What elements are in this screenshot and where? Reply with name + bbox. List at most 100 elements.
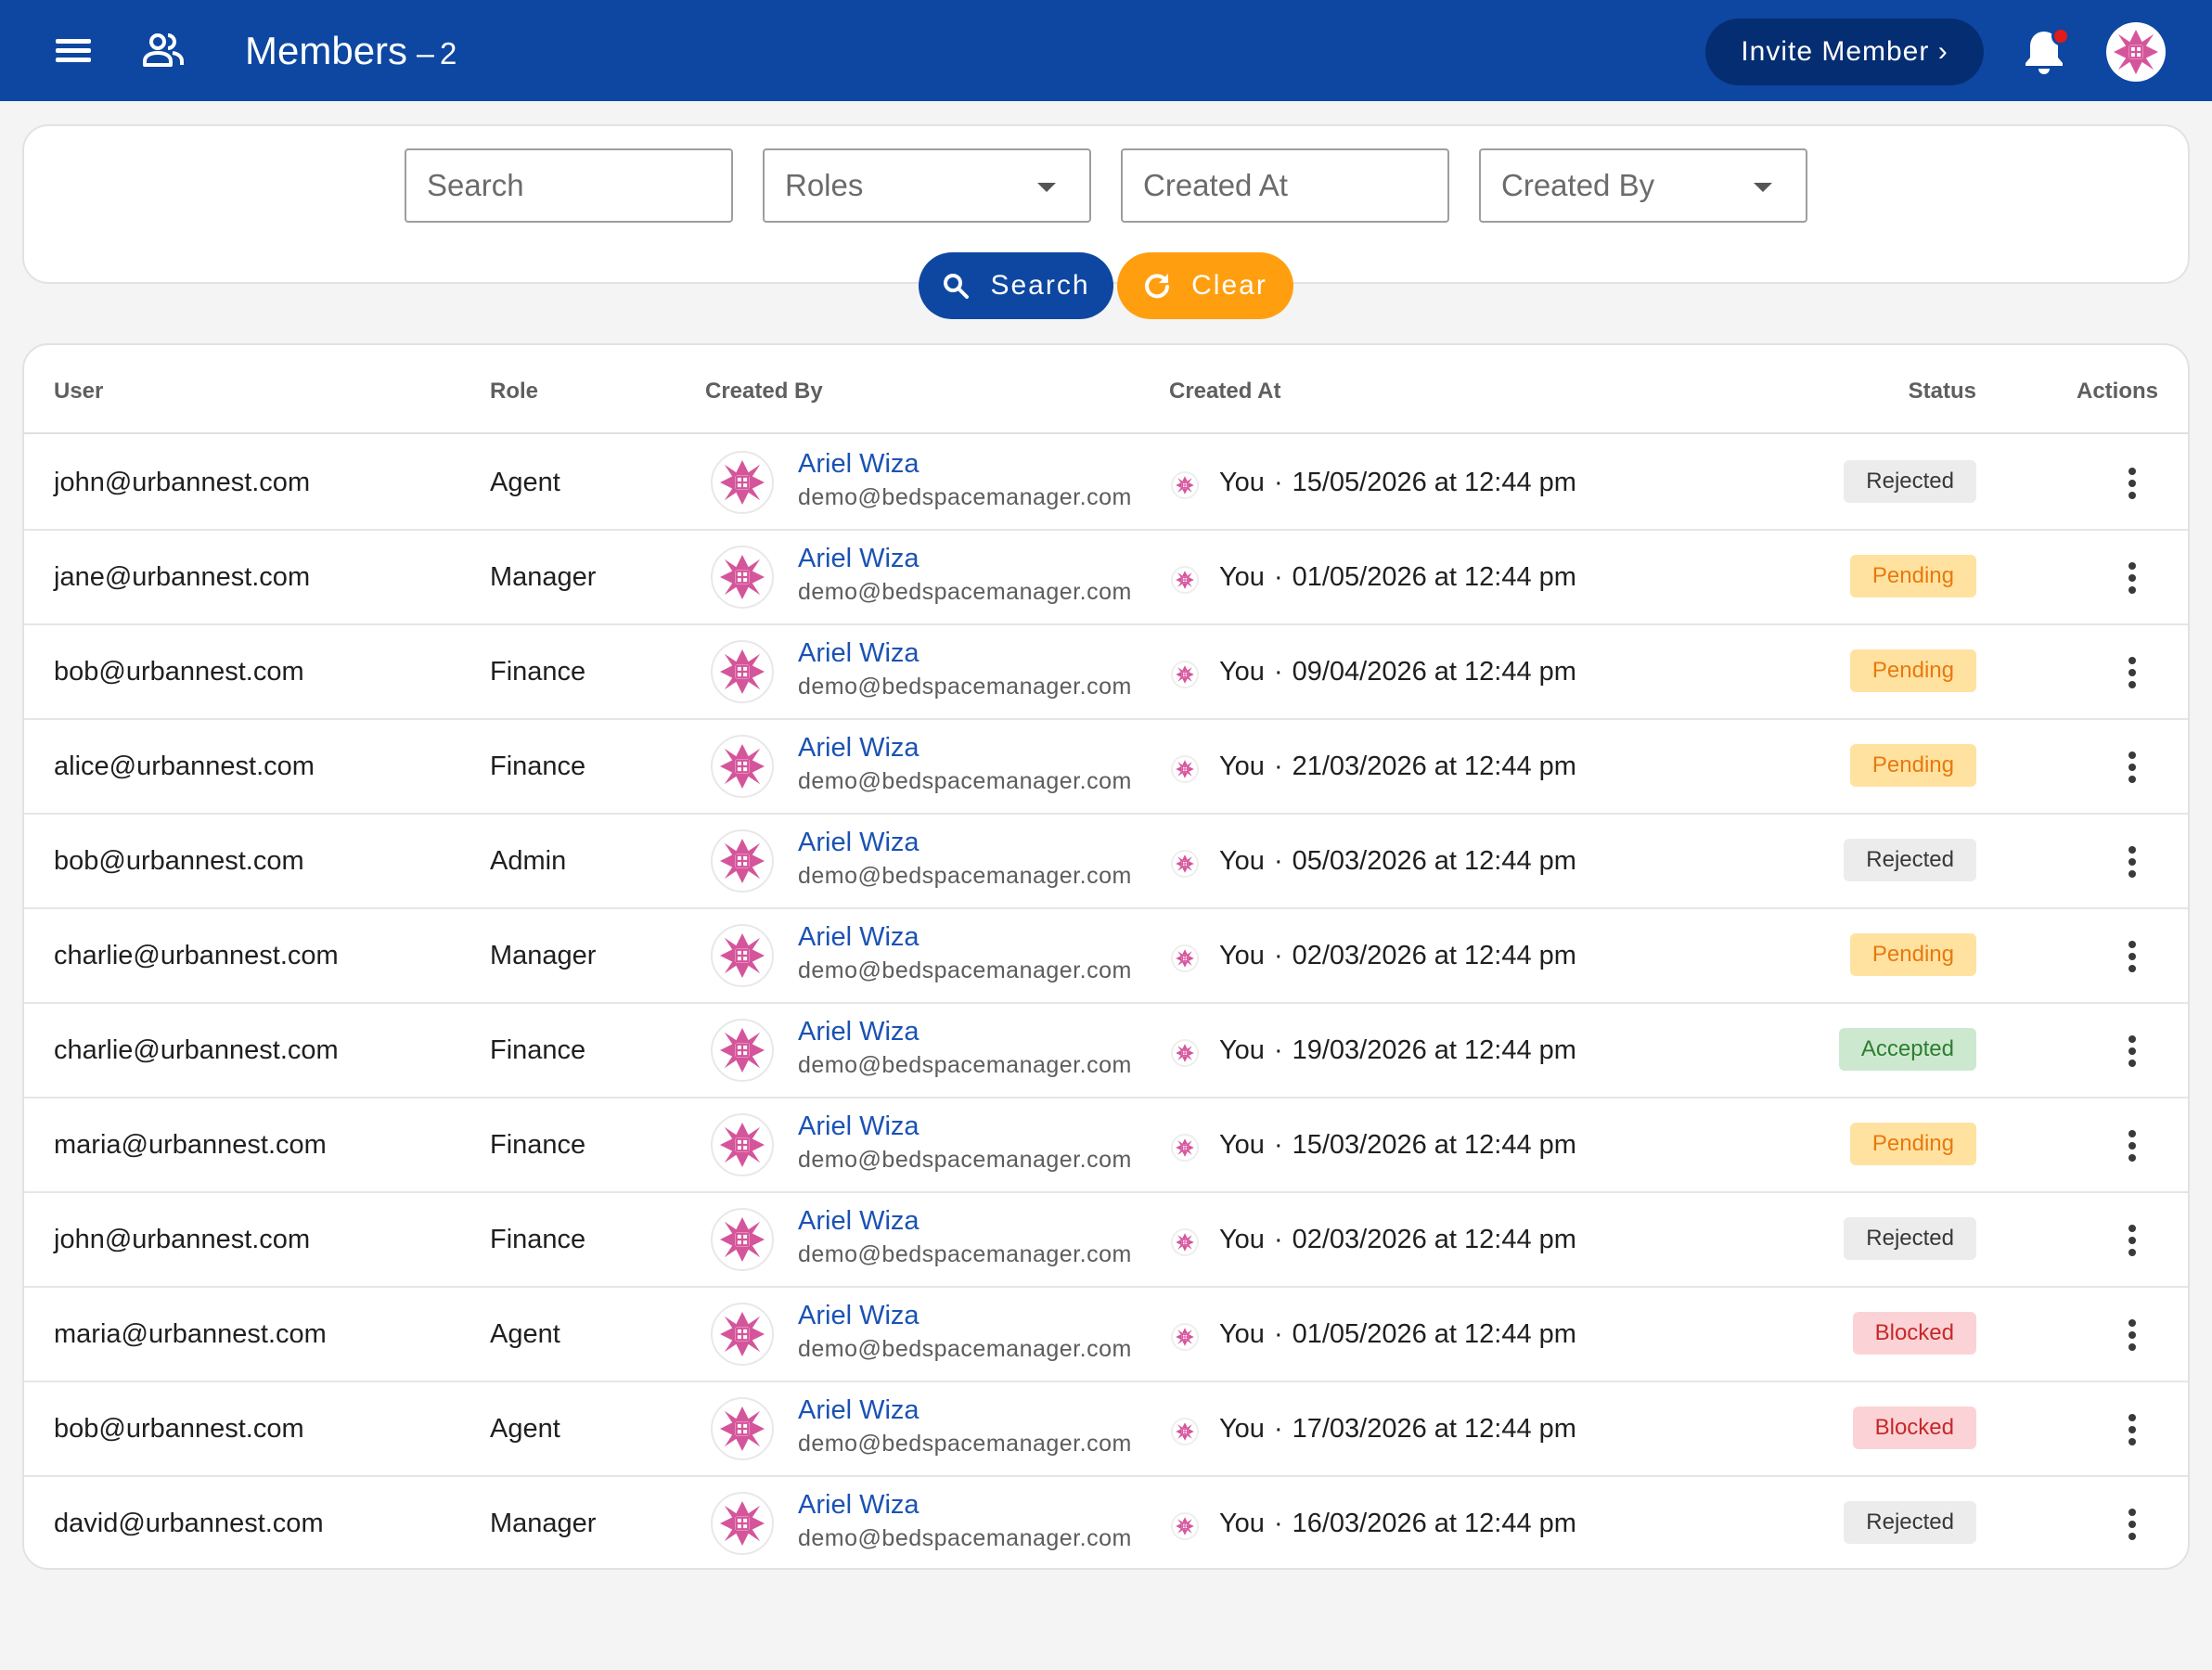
clear-button-label: Clear: [1191, 270, 1267, 301]
column-header-created-by[interactable]: Created By: [705, 379, 823, 404]
creator-email: demo@bedspacemanager.com: [798, 1431, 1132, 1457]
menu-icon[interactable]: [54, 35, 95, 67]
created-by-you: You: [1219, 846, 1265, 876]
created-by-you: You: [1219, 468, 1265, 497]
creator-name-link[interactable]: Ariel Wiza: [798, 1490, 920, 1520]
table-row[interactable]: maria@urbannest.com Finance Ariel Wiza dem…: [24, 1098, 2188, 1193]
creator-logo-icon: [1171, 1134, 1199, 1162]
creator-name-link[interactable]: Ariel Wiza: [798, 1111, 920, 1141]
created-date: 02/03/2026 at 12:44 pm: [1292, 941, 1576, 970]
column-header-user[interactable]: User: [54, 379, 104, 404]
created-at-label: Created At: [1143, 168, 1288, 202]
clear-button[interactable]: Clear: [1117, 252, 1293, 319]
table-row[interactable]: maria@urbannest.com Agent Ariel Wiza demo@…: [24, 1288, 2188, 1382]
created-by-you: You: [1219, 941, 1265, 970]
created-at-value: You · 02/03/2026 at 12:44 pm: [1219, 941, 1576, 971]
creator-logo-icon: [1171, 1228, 1199, 1256]
creator-logo-icon: [1171, 1323, 1199, 1351]
search-icon: [944, 274, 970, 299]
created-by-select-label: Created By: [1501, 168, 1655, 202]
creator-avatar-icon: [711, 829, 774, 893]
table-row[interactable]: bob@urbannest.com Admin Ariel Wiza demo@be…: [24, 815, 2188, 909]
status-badge: Pending: [1849, 1123, 1976, 1165]
column-header-role[interactable]: Role: [490, 379, 539, 404]
created-at-value: You · 21/03/2026 at 12:44 pm: [1219, 752, 1576, 782]
more-options-icon[interactable]: [2123, 1128, 2141, 1163]
created-at-value: You · 16/03/2026 at 12:44 pm: [1219, 1509, 1576, 1539]
table-row[interactable]: bob@urbannest.com Finance Ariel Wiza demo@…: [24, 625, 2188, 720]
creator-name-link[interactable]: Ariel Wiza: [798, 1206, 920, 1236]
invite-member-button[interactable]: Invite Member ›: [1705, 19, 1984, 85]
more-options-icon[interactable]: [2123, 750, 2141, 785]
column-header-status[interactable]: Status: [1908, 379, 1976, 404]
table-row[interactable]: john@urbannest.com Agent Ariel Wiza demo@b…: [24, 436, 2188, 531]
table-row[interactable]: david@urbannest.com Manager Ariel Wiza dem…: [24, 1477, 2188, 1568]
created-at-field[interactable]: Created At: [1121, 148, 1449, 223]
separator-dot: ·: [1273, 562, 1283, 592]
more-options-icon[interactable]: [2123, 844, 2141, 880]
separator-dot: ·: [1273, 468, 1283, 497]
table-row[interactable]: bob@urbannest.com Agent Ariel Wiza demo@be…: [24, 1382, 2188, 1477]
created-at-value: You · 15/05/2026 at 12:44 pm: [1219, 468, 1576, 498]
creator-email: demo@bedspacemanager.com: [798, 768, 1132, 794]
user-avatar[interactable]: [2106, 22, 2166, 82]
created-at-value: You · 09/04/2026 at 12:44 pm: [1219, 657, 1576, 687]
creator-name-link[interactable]: Ariel Wiza: [798, 733, 920, 763]
more-options-icon[interactable]: [2123, 1507, 2141, 1542]
table-row[interactable]: charlie@urbannest.com Manager Ariel Wiza d…: [24, 909, 2188, 1004]
page-title-text: Members: [245, 29, 408, 72]
user-role: Admin: [490, 846, 567, 876]
more-options-icon[interactable]: [2123, 1034, 2141, 1069]
table-row[interactable]: alice@urbannest.com Finance Ariel Wiza dem…: [24, 720, 2188, 815]
separator-dot: ·: [1273, 1225, 1283, 1254]
more-options-icon[interactable]: [2123, 655, 2141, 690]
status-badge: Rejected: [1844, 1501, 1976, 1544]
creator-name-link[interactable]: Ariel Wiza: [798, 544, 920, 573]
creator-logo-icon: [1171, 471, 1199, 499]
created-by-select[interactable]: Created By: [1479, 148, 1807, 223]
user-email: bob@urbannest.com: [54, 657, 304, 687]
more-options-icon[interactable]: [2123, 1223, 2141, 1258]
more-options-icon[interactable]: [2123, 1317, 2141, 1353]
creator-avatar-icon: [711, 1397, 774, 1460]
search-field[interactable]: [405, 148, 733, 223]
page-title: Members –2: [245, 29, 457, 73]
column-header-created-at[interactable]: Created At: [1169, 379, 1281, 404]
members-table: User Role Created By Created At Status A…: [22, 343, 2190, 1570]
status-badge: Blocked: [1852, 1407, 1976, 1449]
user-role: Agent: [490, 1414, 560, 1444]
creator-email: demo@bedspacemanager.com: [798, 484, 1132, 510]
more-options-icon[interactable]: [2123, 560, 2141, 596]
creator-name-link[interactable]: Ariel Wiza: [798, 828, 920, 857]
more-options-icon[interactable]: [2123, 1412, 2141, 1447]
created-by-you: You: [1219, 1225, 1265, 1254]
search-input[interactable]: [427, 168, 705, 203]
created-by-you: You: [1219, 562, 1265, 592]
roles-select[interactable]: Roles: [763, 148, 1091, 223]
creator-name-link[interactable]: Ariel Wiza: [798, 922, 920, 952]
user-role: Finance: [490, 1130, 586, 1160]
more-options-icon[interactable]: [2123, 939, 2141, 974]
created-at-value: You · 01/05/2026 at 12:44 pm: [1219, 562, 1576, 593]
table-header: User Role Created By Created At Status A…: [24, 345, 2188, 434]
user-email: david@urbannest.com: [54, 1509, 324, 1538]
created-date: 05/03/2026 at 12:44 pm: [1292, 846, 1576, 876]
search-button[interactable]: Search: [919, 252, 1113, 319]
creator-logo-icon: [1171, 661, 1199, 688]
status-badge: Pending: [1849, 555, 1976, 597]
creator-name-link[interactable]: Ariel Wiza: [798, 449, 920, 479]
creator-name-link[interactable]: Ariel Wiza: [798, 1017, 920, 1047]
separator-dot: ·: [1273, 657, 1283, 687]
creator-logo-icon: [1171, 850, 1199, 878]
table-row[interactable]: charlie@urbannest.com Finance Ariel Wiza d…: [24, 1004, 2188, 1098]
creator-name-link[interactable]: Ariel Wiza: [798, 638, 920, 668]
creator-name-link[interactable]: Ariel Wiza: [798, 1395, 920, 1425]
table-row[interactable]: john@urbannest.com Finance Ariel Wiza demo…: [24, 1193, 2188, 1288]
table-row[interactable]: jane@urbannest.com Manager Ariel Wiza demo…: [24, 531, 2188, 625]
more-options-icon[interactable]: [2123, 466, 2141, 501]
user-role: Manager: [490, 562, 597, 592]
user-role: Finance: [490, 752, 586, 781]
created-by-you: You: [1219, 1509, 1265, 1538]
creator-name-link[interactable]: Ariel Wiza: [798, 1301, 920, 1330]
chevron-down-icon: [1037, 183, 1056, 192]
